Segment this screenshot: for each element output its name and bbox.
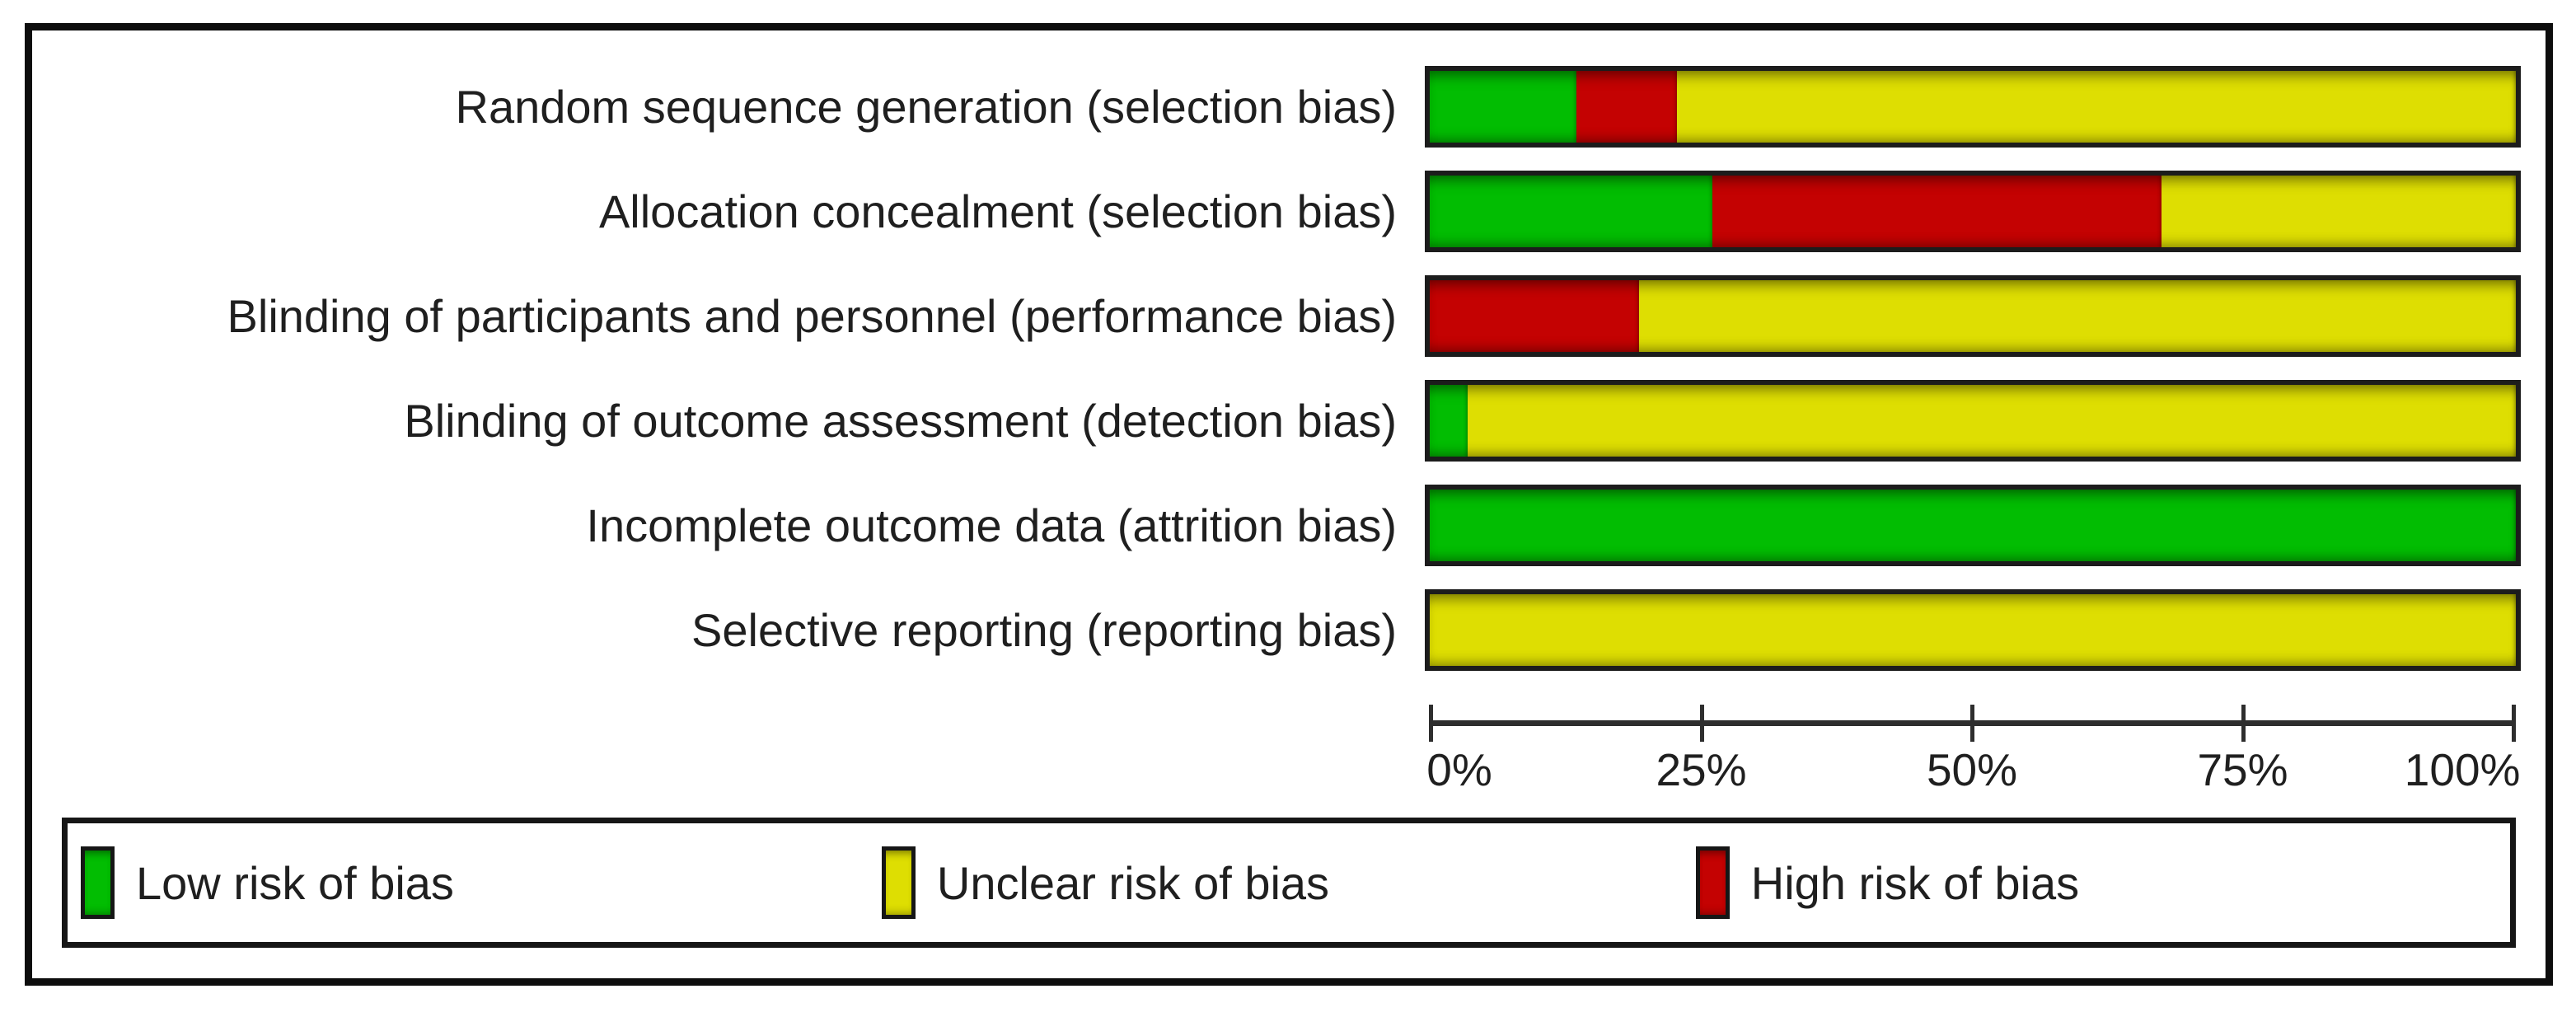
high-risk-swatch <box>1695 846 1730 919</box>
axis-tick-label: 0% <box>1426 744 1492 795</box>
axis-tick <box>2241 705 2246 742</box>
unclear-risk-segment <box>1468 385 2516 457</box>
high-risk-segment <box>1576 71 1678 143</box>
legend-label: High risk of bias <box>1750 856 2080 909</box>
chart-row: Incomplete outcome data (attrition bias) <box>32 473 2546 578</box>
axis-tick <box>1699 705 1704 742</box>
axis-tick <box>1970 705 1974 742</box>
figure-frame: Random sequence generation (selection bi… <box>25 23 2553 986</box>
chart-row: Random sequence generation (selection bi… <box>32 54 2546 159</box>
high-risk-segment <box>1430 280 1640 352</box>
chart-row: Blinding of outcome assessment (detectio… <box>32 368 2546 473</box>
category-label: Random sequence generation (selection bi… <box>455 80 1397 133</box>
legend: Low risk of bias Unclear risk of bias High… <box>62 818 2516 948</box>
legend-item: Unclear risk of bias <box>881 846 1696 919</box>
low-risk-segment <box>1430 176 1712 247</box>
axis-tick-label: 50% <box>1926 744 2018 795</box>
legend-item: High risk of bias <box>1695 846 2510 919</box>
chart-row: Selective reporting (reporting bias) <box>32 578 2546 682</box>
unclear-risk-segment <box>2161 176 2516 247</box>
unclear-risk-swatch <box>881 846 916 919</box>
low-risk-segment <box>1430 490 2516 561</box>
legend-label: Unclear risk of bias <box>936 856 1330 909</box>
stacked-bar <box>1425 171 2521 252</box>
category-label: Allocation concealment (selection bias) <box>598 185 1397 237</box>
stacked-bar <box>1425 66 2521 148</box>
axis-tick <box>1429 705 1433 742</box>
axis-tick-label: 25% <box>1656 744 1747 795</box>
unclear-risk-segment <box>1430 594 2516 666</box>
low-risk-segment <box>1430 71 1576 143</box>
legend-label: Low risk of bias <box>136 856 454 909</box>
category-label: Selective reporting (reporting bias) <box>691 603 1397 656</box>
category-label: Blinding of outcome assessment (detectio… <box>404 394 1397 447</box>
chart-row: Allocation concealment (selection bias) <box>32 159 2546 264</box>
axis-tick-label: 75% <box>2197 744 2288 795</box>
stacked-bar <box>1425 589 2521 671</box>
stacked-bar <box>1425 380 2521 462</box>
legend-item: Low risk of bias <box>68 846 882 919</box>
axis-tick-label: 100% <box>2404 744 2521 795</box>
chart-row: Blinding of participants and personnel (… <box>32 264 2546 368</box>
low-risk-swatch <box>81 846 115 919</box>
high-risk-segment <box>1712 176 2162 247</box>
unclear-risk-segment <box>1639 280 2516 352</box>
stacked-bar <box>1425 275 2521 357</box>
low-risk-segment <box>1430 385 1468 457</box>
category-label: Blinding of participants and personnel (… <box>227 289 1397 342</box>
category-label: Incomplete outcome data (attrition bias) <box>586 499 1397 551</box>
chart-rows: Random sequence generation (selection bi… <box>32 54 2546 682</box>
unclear-risk-segment <box>1677 71 2516 143</box>
axis-tick <box>2512 705 2516 742</box>
stacked-bar <box>1425 485 2521 566</box>
